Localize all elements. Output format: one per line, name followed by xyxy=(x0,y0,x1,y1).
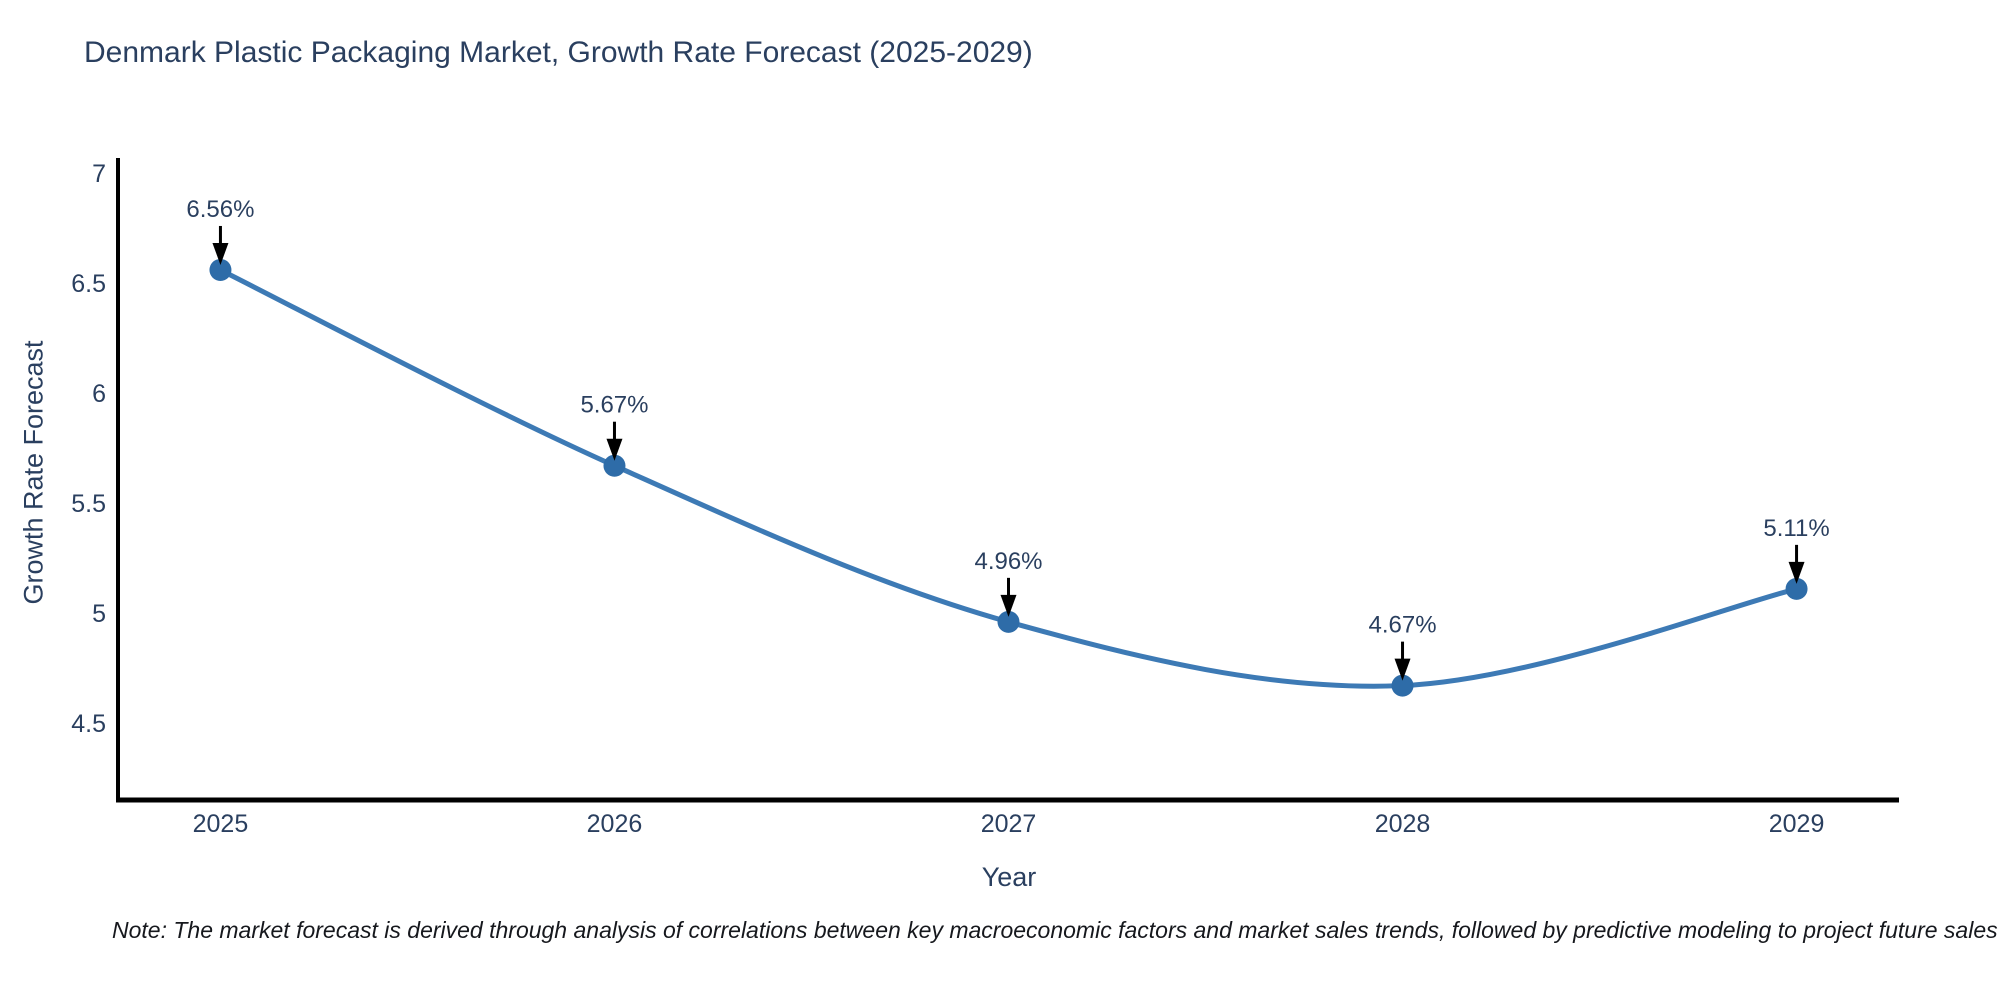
annotation-arrowhead-icon xyxy=(1394,658,1411,681)
point-annotation: 6.56% xyxy=(186,196,254,223)
x-tick-label: 2026 xyxy=(587,810,643,838)
footnote: Note: The market forecast is derived thr… xyxy=(112,917,1998,943)
point-annotation: 4.67% xyxy=(1368,612,1436,639)
y-tick-label: 4.5 xyxy=(71,710,106,738)
annotation-arrowhead-icon xyxy=(1788,561,1805,584)
data-point-marker[interactable] xyxy=(1785,577,1808,600)
x-axis-title: Year xyxy=(981,862,1037,892)
y-axis-title: Growth Rate Forecast xyxy=(18,340,49,605)
data-point-marker[interactable] xyxy=(603,454,626,477)
annotation-arrowhead-icon xyxy=(212,242,229,265)
y-tick-label: 5.5 xyxy=(71,490,106,518)
x-tick-label: 2029 xyxy=(1769,810,1825,838)
point-annotation: 4.96% xyxy=(974,548,1042,575)
y-tick-label: 6.5 xyxy=(71,270,106,298)
y-tick-label: 5 xyxy=(92,600,106,628)
point-annotation: 5.67% xyxy=(580,392,648,419)
x-tick-label: 2027 xyxy=(981,810,1037,838)
x-tick-label: 2025 xyxy=(193,810,249,838)
annotation-arrowhead-icon xyxy=(606,438,623,461)
x-tick-label: 2028 xyxy=(1375,810,1431,838)
chart-title: Denmark Plastic Packaging Market, Growth… xyxy=(84,36,1033,69)
y-tick-label: 6 xyxy=(92,380,106,408)
data-point-marker[interactable] xyxy=(209,258,232,281)
y-tick-label: 7 xyxy=(92,160,106,188)
data-point-marker[interactable] xyxy=(997,610,1020,633)
annotation-arrowhead-icon xyxy=(1000,594,1017,617)
point-annotation: 5.11% xyxy=(1763,515,1829,542)
data-point-marker[interactable] xyxy=(1391,674,1414,697)
